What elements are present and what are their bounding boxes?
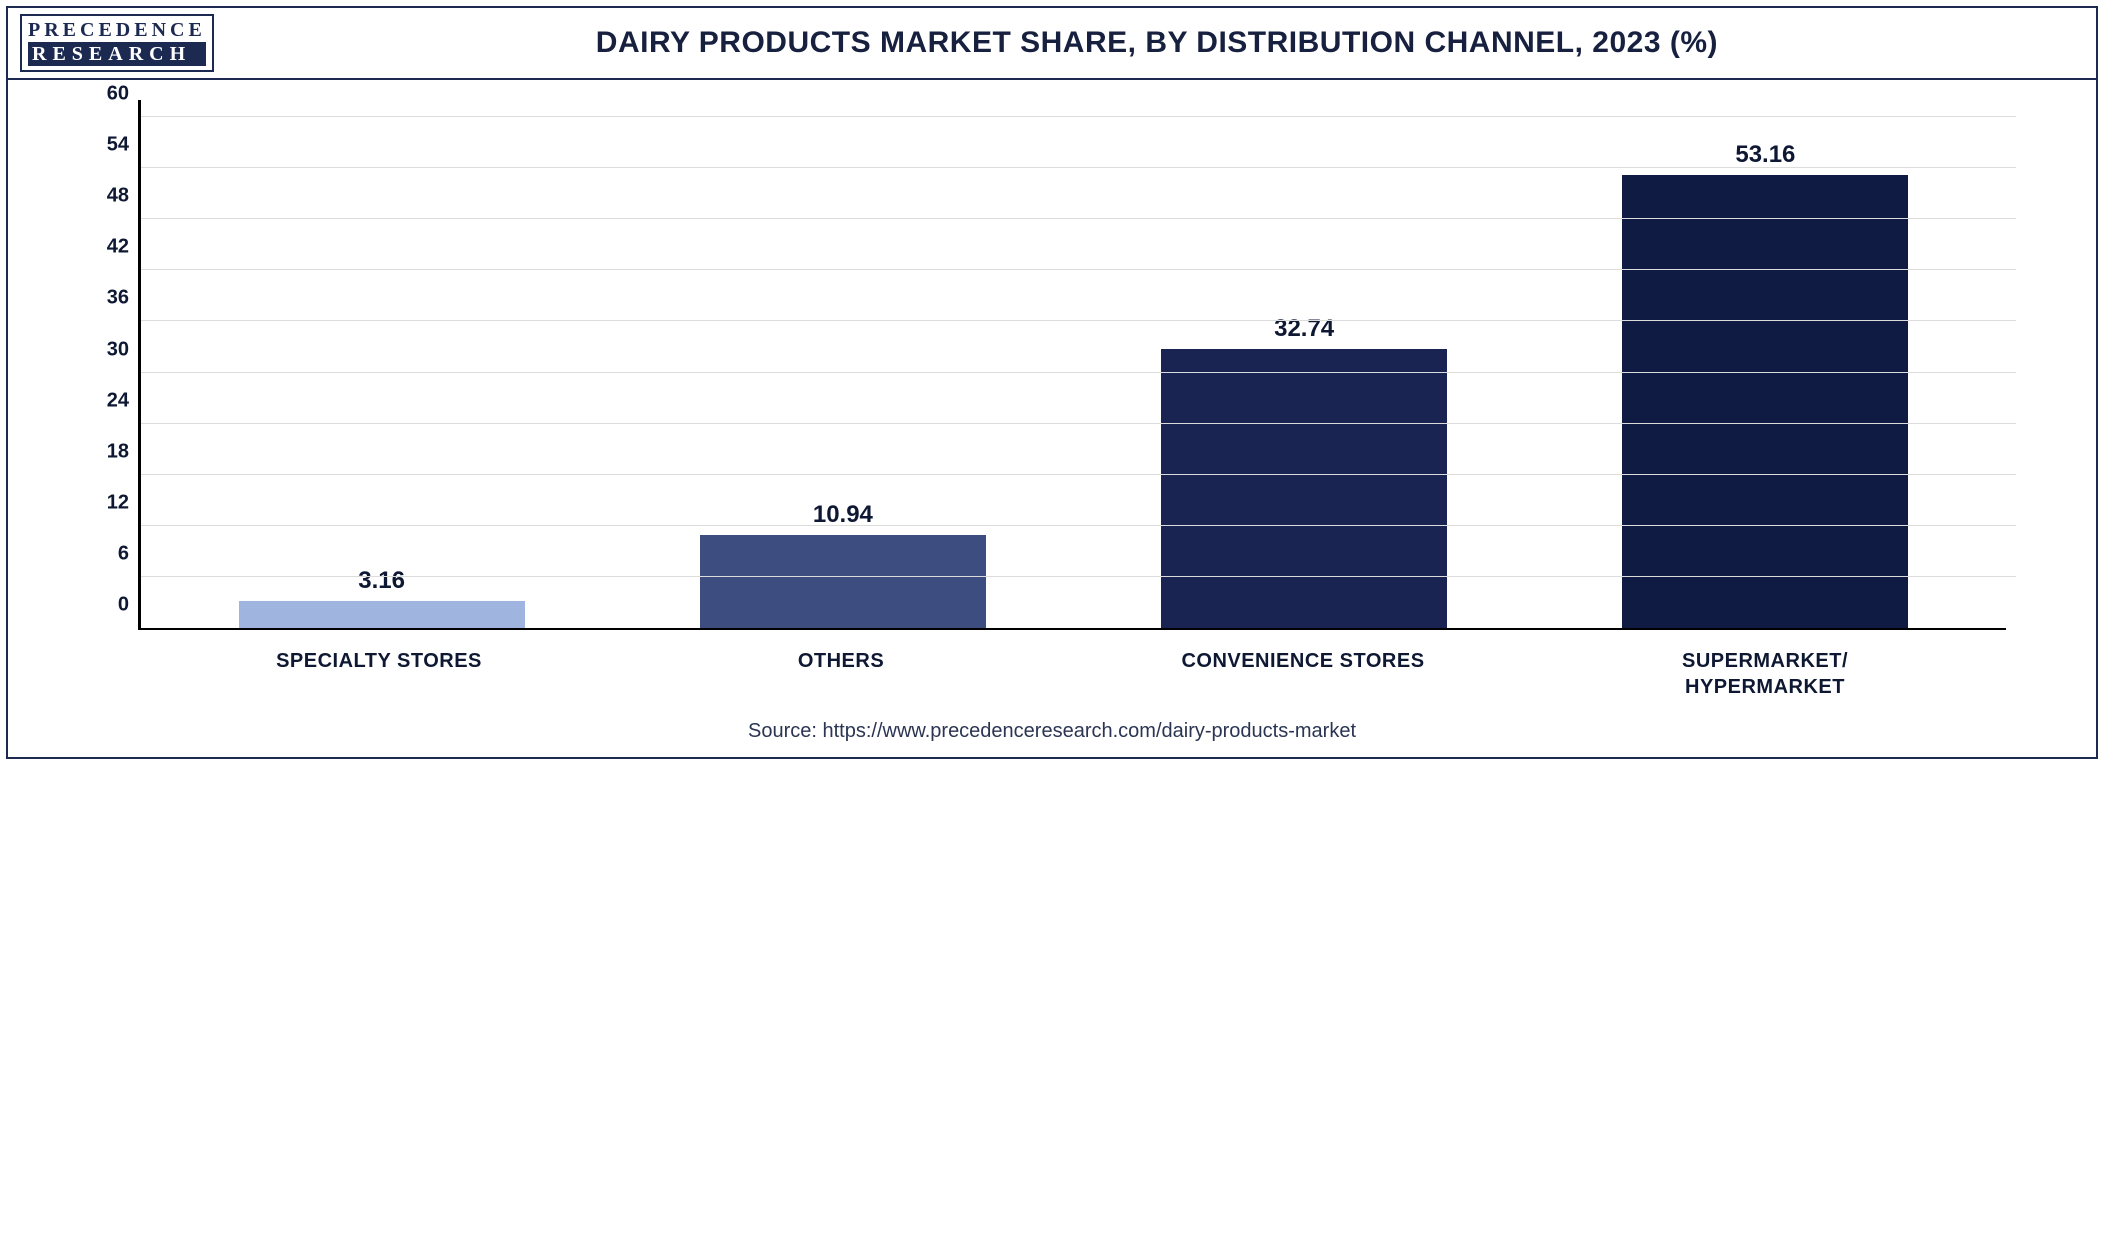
grid-line xyxy=(141,474,2016,475)
x-label: OTHERS xyxy=(610,648,1072,700)
chart-body: 3.16 10.94 32.74 53.16 0 6 12 18 24 30 36 42 48 54 60… xyxy=(8,80,2096,710)
bar xyxy=(239,601,525,628)
y-tick: 12 xyxy=(107,491,141,514)
bar-value: 32.74 xyxy=(1274,315,1334,343)
bar xyxy=(1622,175,1908,628)
x-label: SUPERMARKET/HYPERMARKET xyxy=(1534,648,1996,700)
grid-line xyxy=(141,525,2016,526)
bar-value: 53.16 xyxy=(1735,141,1795,169)
chart-title: DAIRY PRODUCTS MARKET SHARE, BY DISTRIBU… xyxy=(230,26,2084,60)
grid-line xyxy=(141,320,2016,321)
bar-slot: 3.16 xyxy=(151,100,612,628)
x-axis-labels: SPECIALTY STORESOTHERSCONVENIENCE STORES… xyxy=(138,648,2006,700)
bar-slot: 32.74 xyxy=(1074,100,1535,628)
y-tick: 18 xyxy=(107,440,141,463)
y-tick: 24 xyxy=(107,389,141,412)
y-tick: 60 xyxy=(107,83,141,106)
bar xyxy=(700,535,986,628)
grid-line xyxy=(141,576,2016,577)
grid-line xyxy=(141,423,2016,424)
bar-slot: 10.94 xyxy=(612,100,1073,628)
y-tick: 6 xyxy=(118,542,141,565)
grid-line xyxy=(141,269,2016,270)
chart-frame: PRECEDENCE RESEARCH DAIRY PRODUCTS MARKE… xyxy=(6,6,2098,759)
grid-line xyxy=(141,116,2016,117)
x-label: CONVENIENCE STORES xyxy=(1072,648,1534,700)
logo: PRECEDENCE RESEARCH xyxy=(20,14,214,72)
header: PRECEDENCE RESEARCH DAIRY PRODUCTS MARKE… xyxy=(8,8,2096,80)
y-tick: 0 xyxy=(118,594,141,617)
source-text: Source: https://www.precedenceresearch.c… xyxy=(8,710,2096,757)
y-tick: 48 xyxy=(107,185,141,208)
y-tick: 42 xyxy=(107,236,141,259)
grid-line xyxy=(141,218,2016,219)
y-tick: 54 xyxy=(107,134,141,157)
logo-top: PRECEDENCE xyxy=(28,20,206,40)
x-label: SPECIALTY STORES xyxy=(148,648,610,700)
grid-line xyxy=(141,372,2016,373)
bar xyxy=(1161,349,1447,628)
y-tick: 30 xyxy=(107,338,141,361)
bars-container: 3.16 10.94 32.74 53.16 xyxy=(141,100,2006,628)
logo-bottom: RESEARCH xyxy=(28,42,206,66)
bar-value: 3.16 xyxy=(358,567,405,595)
grid-line xyxy=(141,167,2016,168)
bar-slot: 53.16 xyxy=(1535,100,1996,628)
plot-area: 3.1610.9432.7453.16 06121824303642485460 xyxy=(138,100,2006,630)
y-tick: 36 xyxy=(107,287,141,310)
